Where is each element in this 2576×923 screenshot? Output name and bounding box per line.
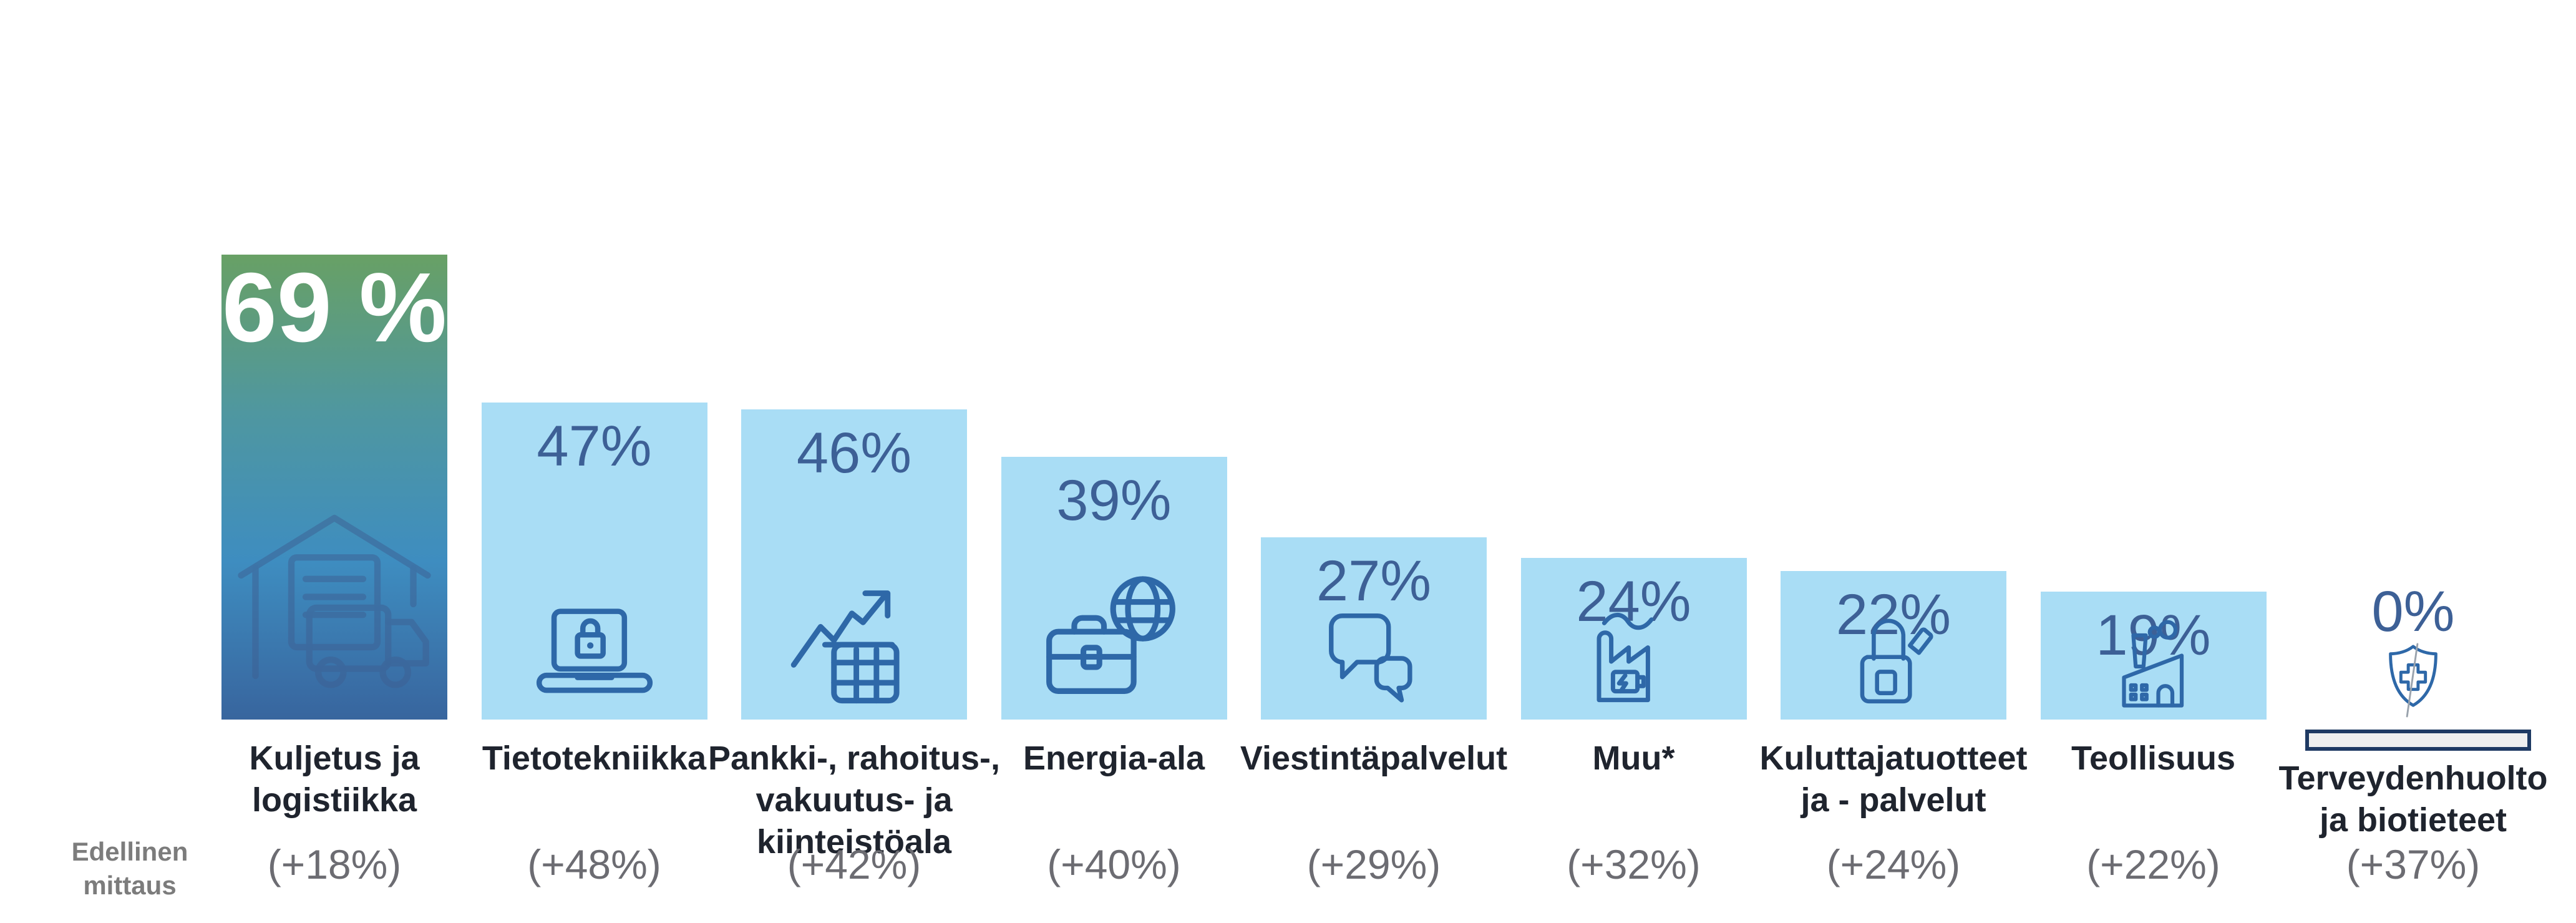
bar-column-terveydenhuolto: 0% Terveydenhuolto ja biotieteet (+37%) — [2278, 0, 2547, 923]
warehouse-truck-icon — [227, 504, 442, 705]
category-label: Energia-ala — [1023, 740, 1205, 777]
bar: 47% — [481, 403, 707, 720]
bar-value: 27% — [1316, 549, 1432, 613]
previous-measurement-value: (+29%) — [1306, 841, 1441, 887]
category-label: Pankki-, rahoitus-, vakuutus- ja kiintei… — [707, 740, 1001, 861]
previous-measurement-value: (+40%) — [1047, 841, 1181, 887]
previous-measurement-value: (+24%) — [1826, 841, 1961, 887]
category-label: Kuljetus ja logistiikka — [249, 740, 420, 819]
bar-value: 39% — [1056, 469, 1172, 532]
bar-value: 46% — [796, 421, 912, 485]
bar-column-muu: 24% Muu* (+32%) — [1520, 0, 1747, 923]
previous-measurement-value: (+18%) — [267, 841, 402, 887]
bar-column-kuluttajatuotteet: 22% Kuluttajatuotteet ja - palvelut (+24… — [1760, 0, 2027, 923]
bar: 39% — [1001, 457, 1227, 720]
bar-value: 24% — [1576, 570, 1691, 633]
bar: 19% — [2040, 592, 2267, 720]
previous-measurement-value: (+22%) — [2086, 841, 2220, 887]
bar-column-tietotekniikka: 47% Tietotekniikka (+48%) — [481, 0, 707, 923]
bar: 24% — [1520, 558, 1747, 720]
laptop-lock-icon — [530, 603, 658, 701]
chart-growth-icon — [787, 575, 921, 707]
bar-value: 47% — [537, 414, 652, 478]
bar: 27% — [1261, 537, 1487, 720]
bar-column-teollisuus: 19% Teollisuus (+22%) — [2040, 0, 2267, 923]
bar: 46% — [741, 409, 967, 720]
factory-smoke-icon — [2107, 620, 2200, 713]
bar-value: 0% — [2371, 580, 2455, 643]
previous-measurement-value: (+42%) — [787, 841, 921, 887]
category-label: Kuluttajatuotteet ja - palvelut — [1759, 740, 2028, 819]
category-label: Teollisuus — [2071, 740, 2236, 777]
chat-bubbles-icon — [1318, 603, 1429, 712]
briefcase-globe-icon — [1040, 572, 1188, 707]
category-label: Terveydenhuolto ja biotieteet — [2278, 759, 2548, 839]
category-label: Viestintäpalvelut — [1240, 740, 1508, 777]
bar: 22% — [1781, 571, 2006, 720]
shopping-bag-icon — [1844, 611, 1943, 710]
previous-measurement-value: (+32%) — [1567, 841, 1701, 887]
factory-battery-icon — [1582, 609, 1686, 712]
bar-column-kuljetus: 69 % Kuljetus ja logistiikka (+18%) — [221, 0, 447, 923]
bar-column-viestinta: 27% Viestintäpalvelut (+29%) — [1240, 0, 1507, 923]
bar-column-pankki: 46% Pankki-, rahoitus-, vakuutus- ja kii… — [708, 0, 1000, 923]
category-label: Muu* — [1592, 740, 1675, 777]
bar-value: 69 % — [221, 253, 447, 363]
bar: 69 % — [221, 255, 447, 720]
bar-column-energia: 39% Energia-ala (+40%) — [1001, 0, 1227, 923]
zero-bar-outline — [2305, 730, 2531, 751]
category-label: Tietotekniikka — [482, 740, 707, 777]
shield-cross-icon — [2376, 642, 2450, 719]
previous-measurement-caption: Edellinen mittaus — [71, 837, 188, 900]
previous-measurement-value: (+37%) — [2346, 841, 2481, 887]
previous-measurement-value: (+48%) — [527, 841, 661, 887]
